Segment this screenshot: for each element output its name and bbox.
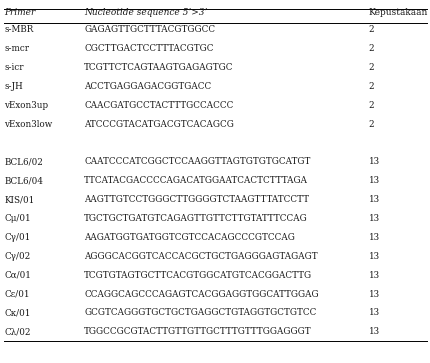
Text: Primer: Primer bbox=[4, 8, 36, 17]
Text: 13: 13 bbox=[368, 176, 379, 185]
Text: 2: 2 bbox=[368, 101, 373, 110]
Text: KIS/01: KIS/01 bbox=[4, 195, 34, 204]
Text: 13: 13 bbox=[368, 271, 379, 280]
Text: BCL6/04: BCL6/04 bbox=[4, 176, 43, 185]
Text: s-MBR: s-MBR bbox=[4, 25, 34, 34]
Text: 2: 2 bbox=[368, 82, 373, 91]
Text: GAGAGTTGCTTTACGTGGCC: GAGAGTTGCTTTACGTGGCC bbox=[84, 25, 215, 34]
Text: s-icr: s-icr bbox=[4, 63, 24, 72]
Text: CAACGATGCCTACTTTGCCACCC: CAACGATGCCTACTTTGCCACCC bbox=[84, 101, 233, 110]
Text: TTCATACGACCCCAGACATGGAATCACTCTTTAGA: TTCATACGACCCCAGACATGGAATCACTCTTTAGA bbox=[84, 176, 307, 185]
Text: Cμ/01: Cμ/01 bbox=[4, 214, 31, 223]
Text: 13: 13 bbox=[368, 233, 379, 242]
Text: Kepustakaan: Kepustakaan bbox=[368, 8, 427, 17]
Text: CAATCCCATCGGCTCCAAGGTTAGTGTGTGCATGT: CAATCCCATCGGCTCCAAGGTTAGTGTGTGCATGT bbox=[84, 158, 310, 166]
Text: 13: 13 bbox=[368, 158, 379, 166]
Text: TCGTTCTCAGTAAGTGAGAGTGC: TCGTTCTCAGTAAGTGAGAGTGC bbox=[84, 63, 233, 72]
Text: 13: 13 bbox=[368, 327, 379, 336]
Text: AGGGCACGGTCACCACGCTGCTGAGGGAGTAGAGT: AGGGCACGGTCACCACGCTGCTGAGGGAGTAGAGT bbox=[84, 252, 317, 261]
Text: ATCCCGTACATGACGTCACAGCG: ATCCCGTACATGACGTCACAGCG bbox=[84, 120, 233, 129]
Text: s-mcr: s-mcr bbox=[4, 44, 29, 53]
Text: ACCTGAGGAGACGGTGACC: ACCTGAGGAGACGGTGACC bbox=[84, 82, 211, 91]
Text: CCAGGCAGCCCAGAGTCACGGAGGTGGCATTGGAG: CCAGGCAGCCCAGAGTCACGGAGGTGGCATTGGAG bbox=[84, 290, 318, 298]
Text: Cγ/02: Cγ/02 bbox=[4, 252, 31, 261]
Text: Cγ/01: Cγ/01 bbox=[4, 233, 31, 242]
Text: s-JH: s-JH bbox=[4, 82, 23, 91]
Text: CGCTTGACTCCTTTACGTGC: CGCTTGACTCCTTTACGTGC bbox=[84, 44, 213, 53]
Text: 13: 13 bbox=[368, 214, 379, 223]
Text: 13: 13 bbox=[368, 309, 379, 317]
Text: Cλ/02: Cλ/02 bbox=[4, 327, 31, 336]
Text: Nucleotide sequence 5’>3’: Nucleotide sequence 5’>3’ bbox=[84, 8, 207, 17]
Text: 13: 13 bbox=[368, 195, 379, 204]
Text: TGCTGCTGATGTCAGAGTTGTTCTTGTATTTCCAG: TGCTGCTGATGTCAGAGTTGTTCTTGTATTTCCAG bbox=[84, 214, 307, 223]
Text: AAGATGGTGATGGTCGTCCACAGCCCGTCCAG: AAGATGGTGATGGTCGTCCACAGCCCGTCCAG bbox=[84, 233, 294, 242]
Text: 2: 2 bbox=[368, 63, 373, 72]
Text: Cα/01: Cα/01 bbox=[4, 271, 31, 280]
Text: 2: 2 bbox=[368, 25, 373, 34]
Text: 2: 2 bbox=[368, 120, 373, 129]
Text: 13: 13 bbox=[368, 290, 379, 298]
Text: Cκ/01: Cκ/01 bbox=[4, 309, 31, 317]
Text: vExon3low: vExon3low bbox=[4, 120, 52, 129]
Text: 13: 13 bbox=[368, 252, 379, 261]
Text: Cε/01: Cε/01 bbox=[4, 290, 30, 298]
Text: GCGTCAGGGTGCTGCTGAGGCTGTAGGTGCTGTCC: GCGTCAGGGTGCTGCTGAGGCTGTAGGTGCTGTCC bbox=[84, 309, 316, 317]
Text: TGGCCGCGTACTTGTTGTTGCTTTGTTTGGAGGGT: TGGCCGCGTACTTGTTGTTGCTTTGTTTGGAGGGT bbox=[84, 327, 311, 336]
Text: 2: 2 bbox=[368, 44, 373, 53]
Text: AAGTTGTCCTGGGCTTGGGGTCTAAGTTTATCCTT: AAGTTGTCCTGGGCTTGGGGTCTAAGTTTATCCTT bbox=[84, 195, 308, 204]
Text: TCGTGTAGTGCTTCACGTGGCATGTCACGGACTTG: TCGTGTAGTGCTTCACGTGGCATGTCACGGACTTG bbox=[84, 271, 311, 280]
Text: BCL6/02: BCL6/02 bbox=[4, 158, 43, 166]
Text: vExon3up: vExon3up bbox=[4, 101, 48, 110]
